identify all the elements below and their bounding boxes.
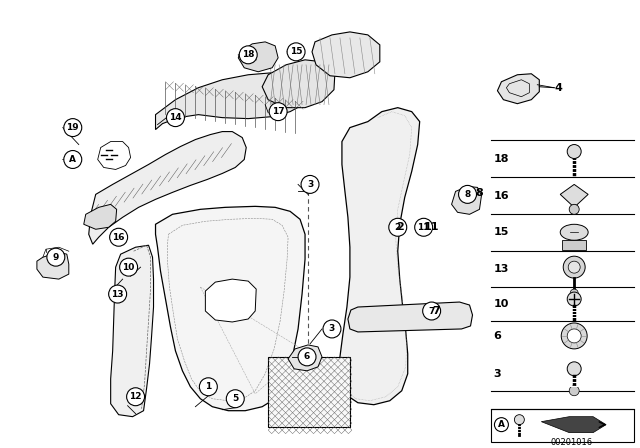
Circle shape bbox=[567, 362, 581, 376]
Circle shape bbox=[495, 418, 508, 431]
Circle shape bbox=[64, 119, 82, 137]
Text: 5: 5 bbox=[232, 394, 238, 403]
Text: 7: 7 bbox=[432, 306, 440, 316]
Circle shape bbox=[227, 390, 244, 408]
Text: 3: 3 bbox=[307, 180, 313, 189]
Text: A: A bbox=[69, 155, 76, 164]
Text: 12: 12 bbox=[129, 392, 142, 401]
Polygon shape bbox=[84, 204, 116, 229]
Circle shape bbox=[458, 185, 477, 203]
Text: 1: 1 bbox=[205, 382, 211, 391]
Circle shape bbox=[422, 302, 440, 320]
Polygon shape bbox=[89, 132, 246, 244]
Circle shape bbox=[298, 348, 316, 366]
Text: 6: 6 bbox=[304, 353, 310, 362]
Text: 16: 16 bbox=[493, 191, 509, 201]
Circle shape bbox=[569, 204, 579, 214]
Circle shape bbox=[388, 218, 407, 236]
Text: 8: 8 bbox=[476, 189, 483, 198]
Bar bbox=[268, 357, 350, 426]
Polygon shape bbox=[262, 60, 335, 108]
Polygon shape bbox=[340, 108, 420, 405]
Polygon shape bbox=[312, 32, 380, 78]
Bar bbox=[492, 409, 634, 442]
Text: 3: 3 bbox=[493, 369, 501, 379]
Text: 17: 17 bbox=[272, 107, 284, 116]
Circle shape bbox=[127, 388, 145, 406]
Text: 9: 9 bbox=[52, 253, 59, 262]
Polygon shape bbox=[497, 74, 540, 103]
Circle shape bbox=[287, 43, 305, 61]
Circle shape bbox=[563, 256, 585, 278]
Text: 18: 18 bbox=[493, 155, 509, 164]
Text: 6: 6 bbox=[493, 331, 501, 341]
Polygon shape bbox=[452, 186, 481, 214]
Polygon shape bbox=[156, 73, 308, 129]
Polygon shape bbox=[37, 252, 68, 279]
Text: 15: 15 bbox=[493, 227, 509, 237]
Text: A: A bbox=[498, 420, 505, 429]
Circle shape bbox=[269, 103, 287, 121]
Text: 00201016: 00201016 bbox=[550, 438, 592, 447]
Text: 7: 7 bbox=[428, 306, 435, 315]
Circle shape bbox=[568, 261, 580, 273]
Circle shape bbox=[323, 320, 341, 338]
Polygon shape bbox=[156, 207, 305, 411]
Circle shape bbox=[301, 176, 319, 194]
Text: 13: 13 bbox=[111, 289, 124, 298]
Bar bbox=[562, 240, 586, 250]
Circle shape bbox=[570, 289, 578, 297]
Polygon shape bbox=[348, 302, 472, 332]
Circle shape bbox=[64, 151, 82, 168]
Circle shape bbox=[120, 258, 138, 276]
Text: 10: 10 bbox=[493, 299, 509, 309]
Text: 13: 13 bbox=[493, 264, 509, 274]
Circle shape bbox=[561, 323, 587, 349]
Text: 2: 2 bbox=[396, 222, 404, 232]
Circle shape bbox=[47, 248, 65, 266]
Circle shape bbox=[109, 285, 127, 303]
Circle shape bbox=[569, 386, 579, 396]
Circle shape bbox=[200, 378, 218, 396]
Circle shape bbox=[567, 329, 581, 343]
Polygon shape bbox=[238, 42, 278, 72]
Text: 10: 10 bbox=[122, 263, 135, 271]
Text: 16: 16 bbox=[113, 233, 125, 242]
Circle shape bbox=[415, 218, 433, 236]
Polygon shape bbox=[288, 345, 322, 371]
Polygon shape bbox=[560, 185, 588, 207]
Text: 15: 15 bbox=[290, 47, 302, 56]
Text: 14: 14 bbox=[169, 113, 182, 122]
Circle shape bbox=[239, 46, 257, 64]
Text: 8: 8 bbox=[465, 190, 470, 199]
Text: 4: 4 bbox=[554, 83, 562, 93]
Circle shape bbox=[567, 145, 581, 159]
Circle shape bbox=[166, 109, 184, 127]
Text: 2: 2 bbox=[395, 223, 401, 232]
Ellipse shape bbox=[560, 224, 588, 240]
Circle shape bbox=[567, 292, 581, 306]
Text: 11: 11 bbox=[424, 222, 439, 232]
Text: 3: 3 bbox=[329, 324, 335, 333]
Text: 19: 19 bbox=[67, 123, 79, 132]
Text: 18: 18 bbox=[242, 50, 255, 59]
Circle shape bbox=[109, 228, 127, 246]
Circle shape bbox=[515, 415, 524, 425]
Polygon shape bbox=[111, 245, 154, 417]
Text: 11: 11 bbox=[417, 223, 430, 232]
Polygon shape bbox=[541, 417, 606, 433]
Polygon shape bbox=[205, 279, 256, 322]
